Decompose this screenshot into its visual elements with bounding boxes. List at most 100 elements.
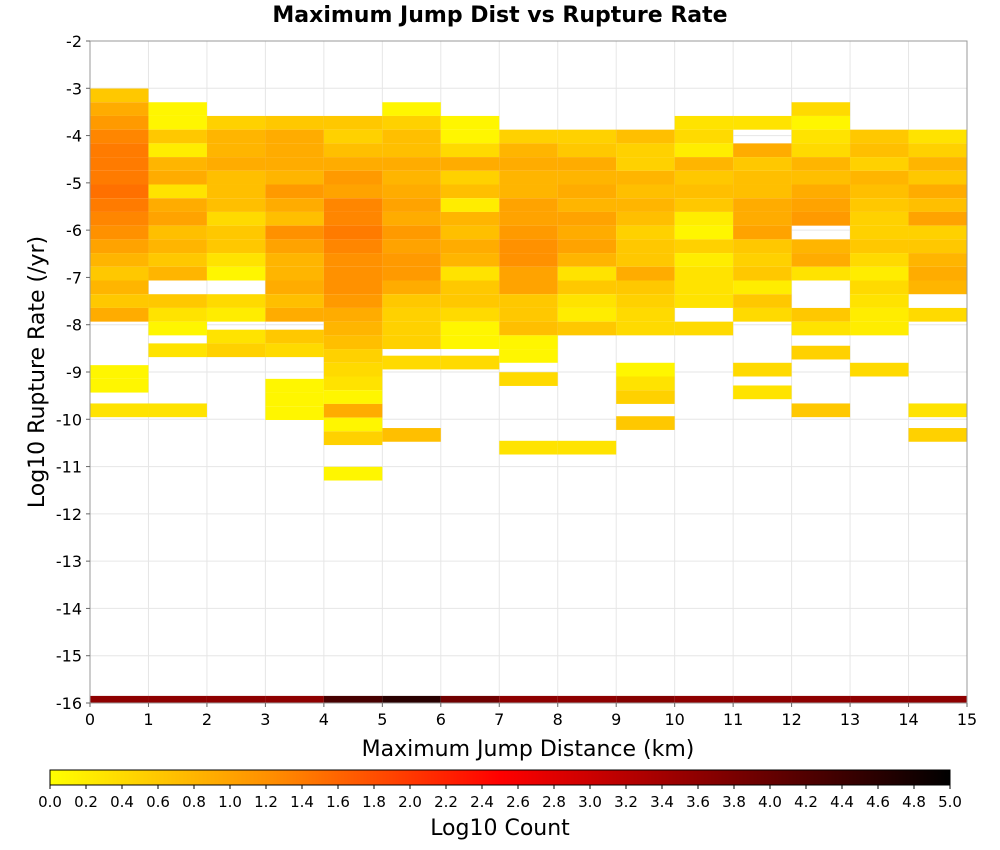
heatmap-cell	[148, 129, 207, 144]
heatmap-cell	[616, 416, 675, 430]
heatmap-cell	[791, 143, 851, 158]
colorbar-tick-label: 2.6	[506, 793, 530, 811]
heatmap-cell	[265, 392, 324, 407]
heatmap-cell	[90, 170, 149, 185]
heatmap-cell	[323, 225, 383, 240]
heatmap-cell	[616, 294, 675, 308]
x-tick-label: 15	[957, 710, 977, 729]
heatmap-cell	[323, 184, 383, 199]
heatmap-cell	[90, 266, 149, 281]
heatmap-cell	[908, 143, 967, 158]
colorbar-tick-label: 3.4	[650, 793, 674, 811]
y-tick-label: -8	[66, 316, 82, 335]
heatmap-cell	[206, 266, 266, 281]
heatmap-cell	[499, 129, 558, 144]
heatmap-cell	[90, 225, 149, 240]
heatmap-cell	[733, 170, 792, 185]
heatmap-cell	[440, 294, 500, 308]
heatmap-cell	[90, 102, 149, 116]
heatmap-cell	[499, 143, 558, 158]
heatmap-cell	[440, 143, 500, 158]
heatmap-cell	[674, 129, 734, 144]
heatmap-cell	[733, 184, 792, 199]
heatmap-cell	[674, 266, 734, 281]
heatmap-cell	[382, 170, 441, 185]
heatmap-cell	[382, 355, 441, 370]
heatmap-cell	[499, 372, 558, 386]
heatmap-cell	[616, 362, 675, 377]
heatmap-cell	[148, 253, 207, 267]
y-tick-label: -2	[66, 32, 82, 51]
heatmap-cell	[499, 253, 558, 267]
x-tick-label: 12	[781, 710, 801, 729]
heatmap-cell	[382, 307, 441, 322]
heatmap-cell	[323, 390, 383, 404]
heatmap-cell	[382, 294, 441, 308]
heatmap-cell	[440, 198, 500, 212]
heatmap-cell	[265, 129, 324, 144]
colorbar-tick-label: 1.2	[254, 793, 278, 811]
heatmap-cell	[440, 115, 500, 130]
heatmap-cell	[674, 157, 734, 171]
heatmap-cell	[557, 440, 617, 455]
heatmap-cell	[265, 280, 324, 295]
heatmap-cell	[557, 184, 617, 199]
heatmap-cell	[791, 403, 851, 418]
chart-title: Maximum Jump Dist vs Rupture Rate	[272, 3, 727, 28]
heatmap-cell	[791, 157, 851, 171]
heatmap-cell	[733, 211, 792, 226]
heatmap-cell	[791, 170, 851, 185]
heatmap-cell	[382, 184, 441, 199]
heatmap-cell	[499, 321, 558, 336]
heatmap-cell	[850, 129, 909, 144]
heatmap-cell	[265, 307, 324, 322]
heatmap-cell	[382, 211, 441, 226]
colorbar-tick-label: 0.8	[182, 793, 206, 811]
heatmap-cell	[206, 143, 266, 158]
heatmap-cell	[850, 280, 909, 295]
heatmap-cell	[674, 239, 734, 254]
heatmap-cell	[323, 362, 383, 377]
heatmap-cell	[850, 239, 909, 254]
heatmap-cell-bottom-row	[90, 695, 149, 703]
heatmap-cell	[557, 321, 617, 336]
heatmap-cell	[791, 129, 851, 144]
heatmap-cell	[206, 115, 266, 130]
heatmap-cell	[557, 280, 617, 295]
heatmap-cell	[440, 253, 500, 267]
heatmap-cell	[148, 143, 207, 158]
y-axis-label: Log10 Rupture Rate (/yr)	[25, 236, 50, 508]
x-axis-ticks: 0 1 2 3 4 5 6 7 8 9 10 11 12 13 14 15	[85, 703, 977, 729]
heatmap-cell-bottom-row	[616, 695, 675, 703]
colorbar-tick-label: 2.2	[434, 793, 458, 811]
heatmap-cell	[265, 211, 324, 226]
heatmap-cell	[323, 170, 383, 185]
heatmap-cell	[557, 266, 617, 281]
heatmap-cell	[148, 157, 207, 171]
heatmap-cell	[323, 335, 383, 350]
heatmap-cell	[499, 239, 558, 254]
heatmap-cell	[323, 294, 383, 308]
colorbar-label: Log10 Count	[430, 816, 570, 841]
heatmap-cell	[206, 343, 266, 358]
heatmap-cell	[440, 211, 500, 226]
heatmap-cell	[206, 157, 266, 171]
heatmap-cell	[908, 225, 967, 240]
heatmap-cell	[148, 294, 207, 308]
heatmap-cell	[90, 280, 149, 295]
heatmap-cell	[791, 198, 851, 212]
heatmap-cell	[440, 129, 500, 144]
heatmap-cell	[90, 211, 149, 226]
heatmap-cell	[148, 225, 207, 240]
heatmap-cell	[323, 417, 383, 432]
heatmap-cell	[499, 349, 558, 363]
heatmap-cell	[908, 157, 967, 171]
heatmap-cell	[265, 157, 324, 171]
heatmap-cell	[908, 253, 967, 267]
heatmap-cell	[382, 239, 441, 254]
heatmap-cell	[90, 253, 149, 267]
x-tick-label: 5	[377, 710, 387, 729]
heatmap-cell	[206, 184, 266, 199]
heatmap-cell	[265, 198, 324, 212]
heatmap-cell	[440, 239, 500, 254]
